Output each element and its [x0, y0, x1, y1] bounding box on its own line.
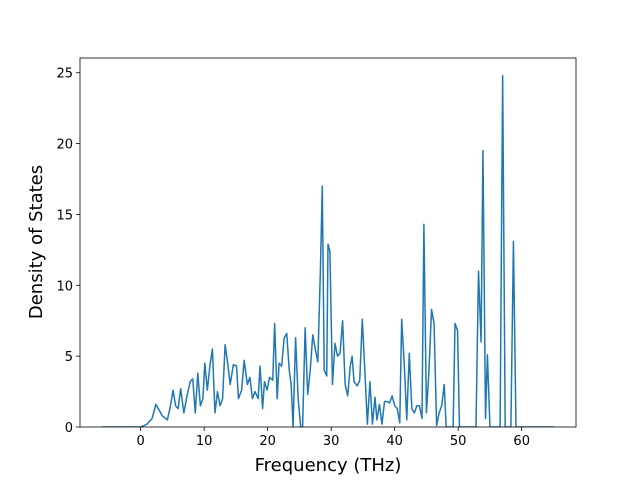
y-tick-label: 10 — [56, 279, 73, 294]
x-axis-label: Frequency (THz) — [255, 455, 402, 476]
y-tick-label: 0 — [65, 421, 73, 436]
x-tick-label: 0 — [137, 434, 145, 449]
x-tick-label: 20 — [259, 434, 276, 449]
x-tick-label: 40 — [386, 434, 403, 449]
y-tick-label: 25 — [56, 67, 73, 82]
y-tick-label: 5 — [65, 350, 73, 365]
x-tick-label: 30 — [323, 434, 340, 449]
plot-frame — [79, 57, 577, 428]
x-tick-label: 50 — [450, 434, 467, 449]
y-axis-label: Density of States — [26, 165, 47, 319]
y-tick-label: 15 — [56, 208, 73, 223]
dos-line — [102, 74, 554, 427]
y-tick-label: 20 — [56, 138, 73, 153]
x-tick-label: 10 — [196, 434, 213, 449]
x-tick-label: 60 — [513, 434, 530, 449]
